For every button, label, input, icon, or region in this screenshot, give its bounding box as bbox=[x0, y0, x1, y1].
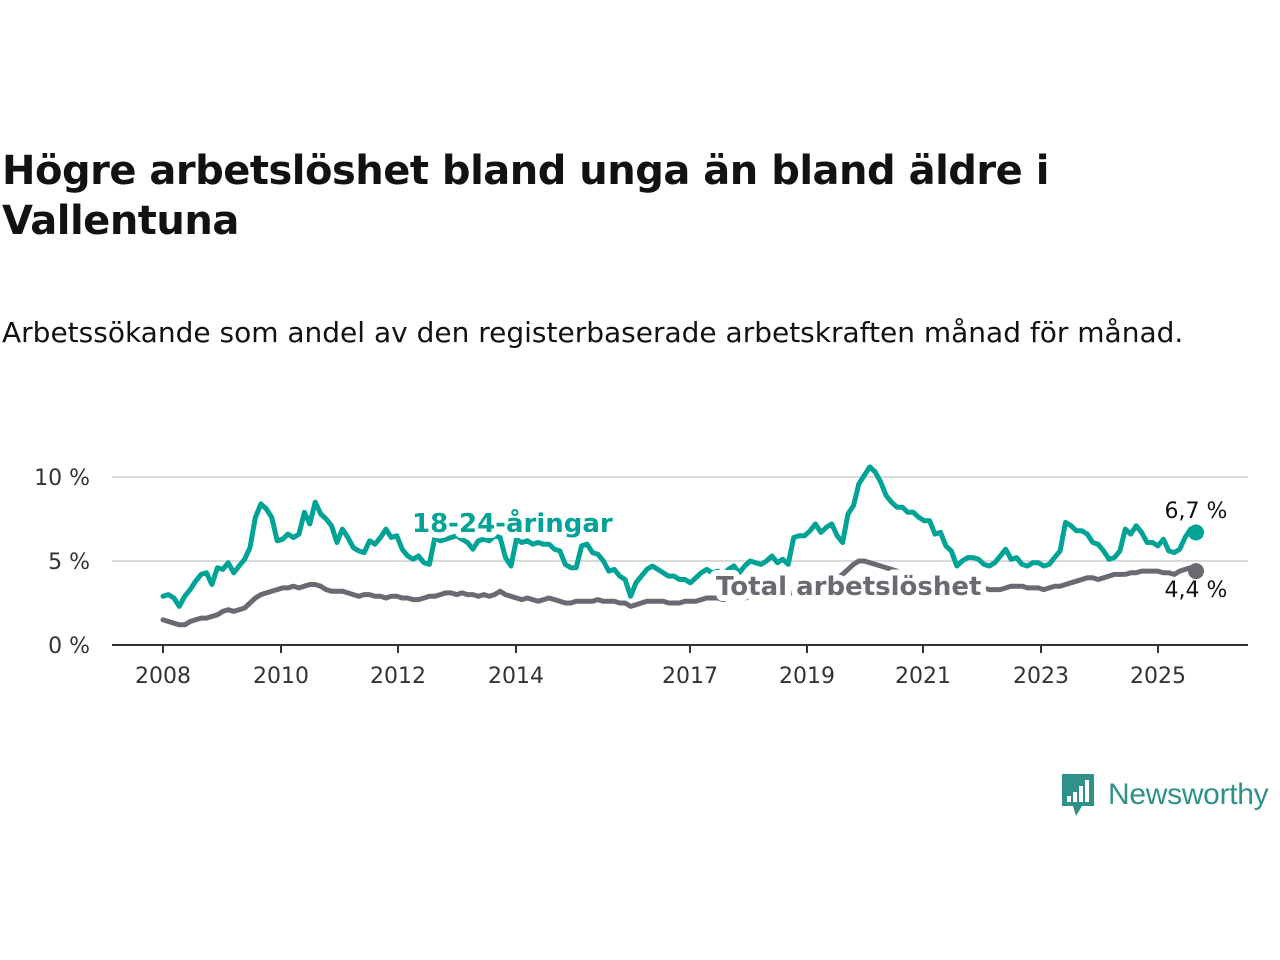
newsworthy-logo: Newsworthy bbox=[1060, 770, 1269, 820]
x-tick-label: 2008 bbox=[135, 664, 191, 689]
x-tick-label: 2021 bbox=[895, 664, 951, 689]
x-tick-label: 2023 bbox=[1013, 664, 1069, 689]
brand-name: Newsworthy bbox=[1108, 778, 1269, 811]
chart-subtitle: Arbetssökande som andel av den registerb… bbox=[2, 316, 1184, 349]
series-label-youth-halo: 18-24-åringar bbox=[412, 507, 613, 539]
series-label-youth: 18-24-åringar bbox=[412, 507, 613, 539]
y-tick-label: 10 % bbox=[34, 466, 90, 491]
x-tick-label: 2019 bbox=[779, 664, 835, 689]
series-label-total-halo: Total arbetslöshet bbox=[716, 572, 981, 602]
bar-chart-speech-bubble-icon bbox=[1062, 774, 1094, 816]
end-point-youth bbox=[1188, 524, 1204, 541]
y-axis-ticks: 0 % 5 % 10 % bbox=[34, 466, 90, 659]
x-tick-label: 2012 bbox=[370, 664, 426, 689]
series-line-total bbox=[160, 558, 1199, 628]
gridlines bbox=[112, 476, 1248, 646]
x-tick-label: 2025 bbox=[1130, 664, 1186, 689]
line-chart: 0 %5 %10 % 2008 2010 2012 2014 2017 2019 2021 2… bbox=[34, 464, 1248, 689]
end-point-total bbox=[1188, 563, 1204, 580]
y-tick-label: 0 % bbox=[48, 634, 90, 659]
series-line-youth bbox=[160, 464, 1199, 609]
y-tick-label: 5 % bbox=[48, 550, 90, 575]
x-tick-label: 2010 bbox=[253, 664, 309, 689]
x-tick-label: 2014 bbox=[488, 664, 544, 689]
end-value-youth: 6,7 % bbox=[1165, 499, 1228, 524]
chart-title: Högre arbetslöshet bland unga än bland ä… bbox=[2, 148, 1049, 244]
series-lines bbox=[160, 464, 1204, 628]
end-value-total: 4,4 % bbox=[1165, 578, 1228, 603]
series-label-total: Total arbetslöshet bbox=[716, 572, 981, 602]
x-tick-label: 2017 bbox=[662, 664, 718, 689]
x-axis-ticks: 2008 2010 2012 2014 2017 2019 2021 2023 2025 bbox=[135, 645, 1186, 689]
